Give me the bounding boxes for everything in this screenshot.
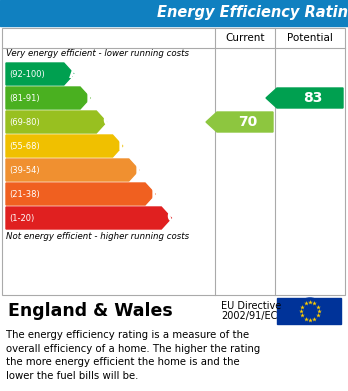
Text: Potential: Potential — [287, 33, 333, 43]
Polygon shape — [266, 88, 343, 108]
Text: 70: 70 — [238, 115, 258, 129]
Text: B: B — [85, 90, 97, 106]
Polygon shape — [6, 183, 155, 205]
Polygon shape — [206, 112, 273, 132]
Text: England & Wales: England & Wales — [8, 302, 173, 320]
Text: (69-80): (69-80) — [9, 118, 40, 127]
Circle shape — [297, 298, 323, 324]
Text: E: E — [135, 163, 145, 178]
Polygon shape — [6, 111, 106, 133]
Text: 2002/91/EC: 2002/91/EC — [221, 311, 277, 321]
Text: F: F — [151, 187, 161, 201]
Text: Very energy efficient - lower running costs: Very energy efficient - lower running co… — [6, 49, 189, 58]
Text: (39-54): (39-54) — [9, 165, 40, 174]
Text: (21-38): (21-38) — [9, 190, 40, 199]
Text: G: G — [166, 210, 179, 226]
Bar — [2, 28, 345, 295]
Polygon shape — [6, 63, 74, 85]
Bar — [0, 0, 348, 26]
Polygon shape — [6, 135, 122, 157]
Polygon shape — [6, 87, 90, 109]
Text: 83: 83 — [303, 91, 323, 105]
Text: Current: Current — [225, 33, 265, 43]
Text: C: C — [102, 115, 113, 129]
Text: A: A — [69, 66, 81, 81]
Text: D: D — [117, 138, 130, 154]
Text: Energy Efficiency Rating: Energy Efficiency Rating — [157, 5, 348, 20]
Text: (92-100): (92-100) — [9, 70, 45, 79]
Text: The energy efficiency rating is a measure of the
overall efficiency of a home. T: The energy efficiency rating is a measur… — [6, 330, 260, 381]
Text: (55-68): (55-68) — [9, 142, 40, 151]
Text: Not energy efficient - higher running costs: Not energy efficient - higher running co… — [6, 232, 189, 241]
Bar — [2, 295, 345, 327]
Text: (1-20): (1-20) — [9, 213, 34, 222]
Bar — [277, 298, 341, 324]
Polygon shape — [6, 207, 171, 229]
Text: (81-91): (81-91) — [9, 93, 40, 102]
Text: EU Directive: EU Directive — [221, 301, 281, 311]
Polygon shape — [6, 159, 139, 181]
